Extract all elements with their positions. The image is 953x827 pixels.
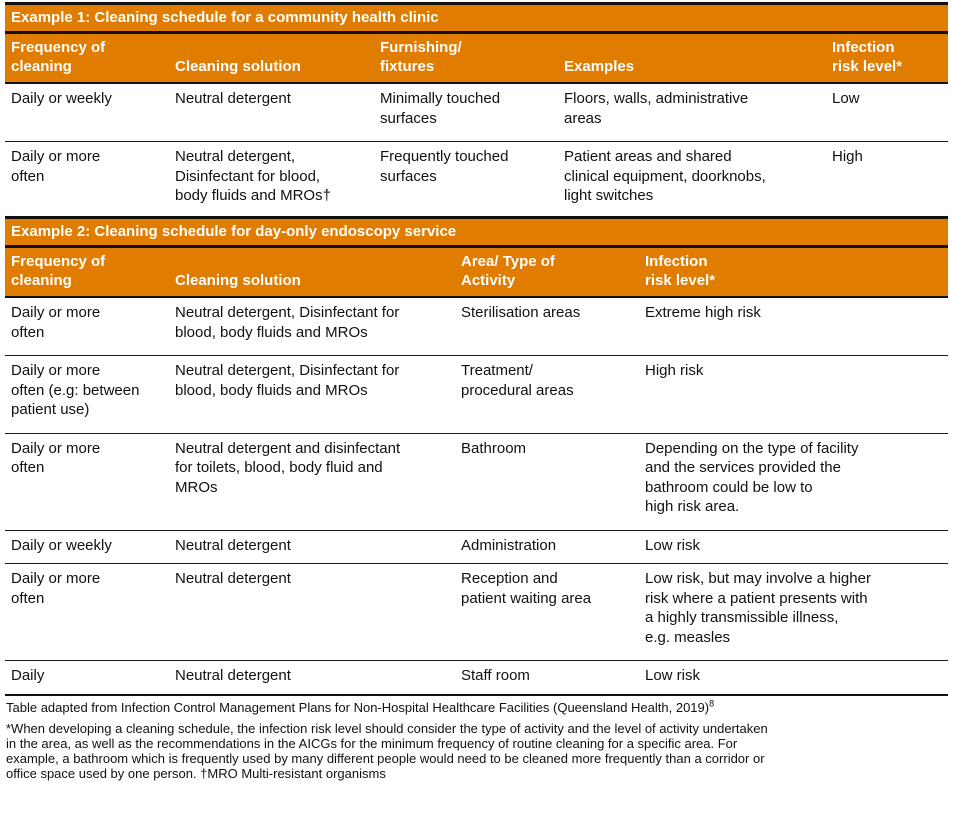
column-header-examples: Examples xyxy=(558,34,826,85)
table-row: Daily or more often Neutral detergent an… xyxy=(5,433,948,531)
table-cell: Neutral detergent, Disinfectant for bloo… xyxy=(169,297,455,357)
table-cell: Daily or more often xyxy=(5,297,169,357)
table-cell: Neutral detergent, Disinfectant for bloo… xyxy=(169,355,455,434)
table-cell: Neutral detergent, Disinfectant for bloo… xyxy=(175,148,331,205)
table-cell: Sterilisation areas xyxy=(455,297,639,357)
table1-header-row: Frequency of cleaning Cleaning solution … xyxy=(5,34,948,85)
table-cell: Treatment/ procedural areas xyxy=(455,355,639,434)
table-cell: Neutral detergent xyxy=(169,563,455,662)
table-cell: Bathroom xyxy=(455,433,639,531)
table-source-note: Table adapted from Infection Control Man… xyxy=(6,698,947,716)
column-header-frequency: Frequency of cleaning xyxy=(5,34,169,85)
table2-cleaning-schedule-endoscopy: Frequency of cleaning Cleaning solution … xyxy=(5,247,948,696)
column-header-infection-risk: Infection risk level* xyxy=(826,34,948,85)
column-header-furnishing-fixtures: Furnishing/ fixtures xyxy=(374,34,558,85)
table-cell: Neutral detergent xyxy=(169,83,374,143)
table-cell: Low risk xyxy=(639,660,948,696)
table-row: Daily or more often Neutral detergent Re… xyxy=(5,563,948,662)
table-cell: Staff room xyxy=(455,660,639,696)
table-source-text: Table adapted from Infection Control Man… xyxy=(6,699,710,715)
table-cell: Depending on the type of facility and th… xyxy=(639,433,948,531)
table-cell: Neutral detergent and disinfectant for t… xyxy=(169,433,455,531)
table-cell: Low xyxy=(826,83,948,143)
table-cell: Daily or weekly xyxy=(5,83,169,143)
table2-header-row: Frequency of cleaning Cleaning solution … xyxy=(5,247,948,299)
table1-cleaning-schedule-clinic: Frequency of cleaning Cleaning solution … xyxy=(5,34,948,216)
table-cell: Reception and patient waiting area xyxy=(455,563,639,662)
table-cell: Floors, walls, administrative areas xyxy=(558,83,826,143)
column-header-infection-risk: Infection risk level* xyxy=(639,247,948,299)
footnotes: Table adapted from Infection Control Man… xyxy=(5,696,948,782)
risk-level-footnote: *When developing a cleaning schedule, th… xyxy=(6,720,768,781)
column-header-cleaning-solution: Cleaning solution xyxy=(169,34,374,85)
table-cell: Daily or more often xyxy=(5,563,169,662)
table-row: Daily or weekly Neutral detergent Admini… xyxy=(5,530,948,565)
table-row: Daily Neutral detergent Staff room Low r… xyxy=(5,660,948,696)
column-header-area-type: Area/ Type of Activity xyxy=(455,247,639,299)
table-cell: High risk xyxy=(639,355,948,434)
source-reference-superscript: 8 xyxy=(709,698,715,709)
table-row: Daily or weekly Neutral detergent Minima… xyxy=(5,83,948,143)
table-row: Daily or more often Neutral detergent, D… xyxy=(5,142,948,216)
table2-title: Example 2: Cleaning schedule for day-onl… xyxy=(5,215,948,248)
table-cell: Administration xyxy=(455,530,639,565)
table-cell: Extreme high risk xyxy=(639,297,948,357)
table-cell: Low risk, but may involve a higher risk … xyxy=(639,563,948,662)
table-cell: Low risk xyxy=(639,530,948,565)
table-cell: Daily or more often xyxy=(5,433,169,531)
table1-title: Example 1: Cleaning schedule for a commu… xyxy=(5,2,948,34)
table-cell: Minimally touched surfaces xyxy=(374,83,558,143)
table-cell: Daily or more often (e.g: between patien… xyxy=(5,355,169,434)
table-cell: Neutral detergent xyxy=(169,530,455,565)
table-cell: Daily xyxy=(5,660,169,696)
table-cell: Daily or weekly xyxy=(5,530,169,565)
table-row: Daily or more often Neutral detergent, D… xyxy=(5,297,948,357)
column-header-cleaning-solution: Cleaning solution xyxy=(169,247,455,299)
table-row: Daily or more often (e.g: between patien… xyxy=(5,355,948,434)
table-cell: Neutral detergent xyxy=(169,660,455,696)
table-cell: Daily or more often xyxy=(11,148,101,185)
table-cell: Frequently touched surfaces xyxy=(380,148,509,185)
column-header-frequency: Frequency of cleaning xyxy=(5,247,169,299)
table-cell: Patient areas and shared clinical equipm… xyxy=(564,148,766,205)
table-cell: High xyxy=(832,148,863,166)
